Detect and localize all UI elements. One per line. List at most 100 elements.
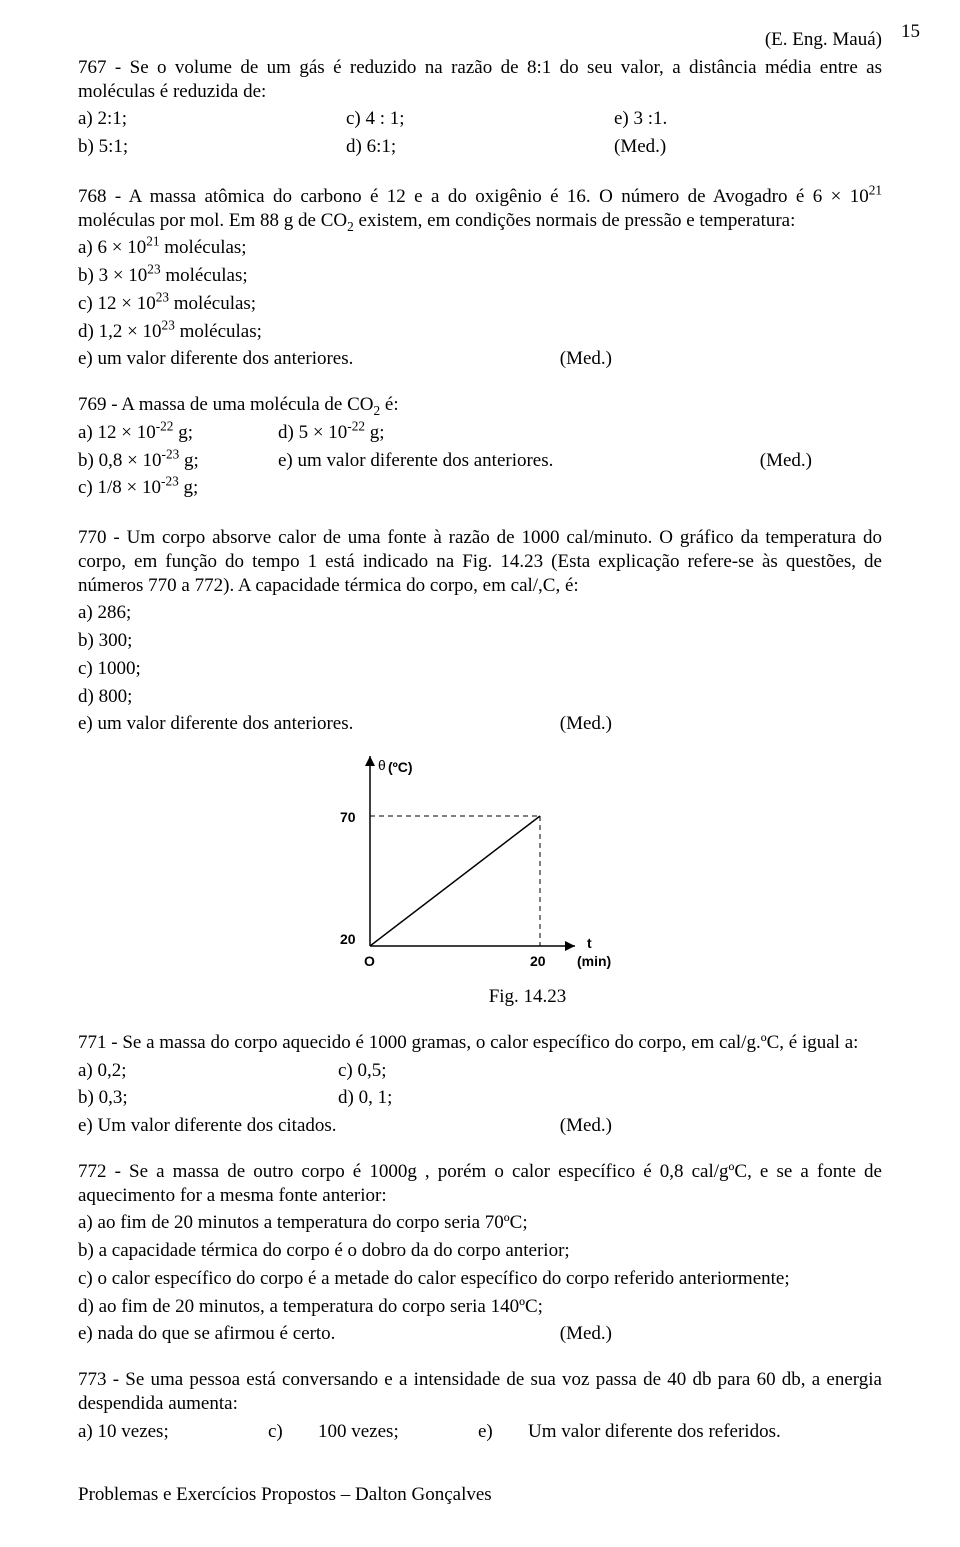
q773-e2: Um valor diferente dos referidos. [528,1421,781,1442]
t: g; [365,422,385,443]
q768-stem: 768 - A massa atômica do carbono é 12 e … [78,185,882,233]
q767-stem: 767 - Se o volume de um gás é reduzido n… [78,56,882,104]
q773-e: e) [478,1421,493,1442]
t: mol. Em 88 g de CO [190,210,347,231]
svg-text:20: 20 [340,931,356,947]
q772-e: e) nada do que se afirmou é certo. [78,1322,335,1346]
q771-stem: 771 - Se a massa do corpo aquecido é 100… [78,1031,882,1055]
t: moléculas; [161,265,248,286]
q772-c: c) o calor específico do corpo é a metad… [78,1267,882,1291]
t: existem, em condições normais de pressão… [354,210,796,231]
q770: 770 - Um corpo absorve calor de uma font… [78,526,882,1009]
q769: 769 - A massa de uma molécula de CO2 é: … [78,393,882,504]
q770-d: d) 800; [78,685,882,709]
exp: -22 [156,418,174,433]
q767-b: b) 5:1; [78,135,346,159]
q771-c: c) 0,5; [338,1059,882,1083]
svg-text:t: t [587,935,592,951]
q767-e: e) 3 :1. [614,107,882,131]
exp: 23 [162,317,175,332]
q768-e: e) um valor diferente dos anteriores. [78,347,353,371]
header-right: (E. Eng. Mauá) [78,28,882,52]
q773-c: c) [268,1421,283,1442]
t: c) 1/8 × 10 [78,477,161,498]
q768-a: a) 6 × 1021 moléculas; [78,236,882,260]
q771-e: e) Um valor diferente dos citados. [78,1114,337,1138]
t: g; [173,422,193,443]
figure-caption: Fig. 14.23 [173,985,882,1009]
t: moléculas; [160,237,247,258]
t: a) 12 × 10 [78,422,156,443]
q771-b: b) 0,3; [78,1086,338,1110]
q770-b: b) 300; [78,629,882,653]
svg-text:θ: θ [378,757,386,773]
t: d) 1,2 × 10 [78,321,162,342]
t: g; [179,477,199,498]
q768-src: (Med.) [560,347,612,371]
q768-d: d) 1,2 × 1023 moléculas; [78,320,882,344]
q769-c: c) 1/8 × 10-23 g; [78,476,278,500]
q769-b: b) 0,8 × 10-23 g; [78,449,278,473]
q769-a: a) 12 × 10-22 g; [78,421,278,445]
q769-d: d) 5 × 10-22 g; [278,421,882,445]
exp: 23 [156,289,169,304]
exp: -22 [347,418,365,433]
q773-a: a) 10 vezes; [78,1421,169,1442]
svg-text:(ºC): (ºC) [388,759,413,775]
q773-c2: 100 vezes; [318,1421,399,1442]
exp: 21 [146,234,159,249]
t: d) 5 × 10 [278,422,347,443]
q770-stem: 770 - Um corpo absorve calor de uma font… [78,526,882,597]
q768-b: b) 3 × 1023 moléculas; [78,264,882,288]
q772-b: b) a capacidade térmica do corpo é o dob… [78,1239,882,1263]
q772-src: (Med.) [560,1322,612,1346]
q767-a: a) 2:1; [78,107,346,131]
exp: -23 [162,446,180,461]
q770-src: (Med.) [560,712,612,736]
exp: -23 [161,474,179,489]
q773: 773 - Se uma pessoa está conversando e a… [78,1368,882,1443]
t: b) 0,8 × 10 [78,450,162,471]
q772: 772 - Se a massa de outro corpo é 1000g … [78,1160,882,1346]
t: moléculas por [78,210,185,231]
t: 768 - A massa atômica do carbono é 12 e … [78,186,869,207]
exp: 23 [147,262,160,277]
q769-e: e) um valor diferente dos anteriores. [278,449,553,473]
q768: 768 - A massa atômica do carbono é 12 e … [78,185,882,371]
q770-c: c) 1000; [78,657,882,681]
t: g; [179,450,199,471]
q767: 767 - Se o volume de um gás é reduzido n… [78,56,882,163]
t: moléculas; [169,293,256,314]
t: moléculas; [175,321,262,342]
sub: 2 [347,218,354,233]
q772-stem: 772 - Se a massa de outro corpo é 1000g … [78,1160,882,1208]
q771-src: (Med.) [560,1114,612,1138]
svg-text:70: 70 [340,809,356,825]
svg-text:(min): (min) [577,953,611,969]
q768-c: c) 12 × 1023 moléculas; [78,292,882,316]
t: é: [380,394,398,415]
svg-text:O: O [364,953,375,969]
q767-c: c) 4 : 1; [346,107,614,131]
q773-stem: 773 - Se uma pessoa está conversando e a… [78,1368,882,1416]
q772-d: d) ao fim de 20 minutos, a temperatura d… [78,1295,882,1319]
t: a) 6 × 10 [78,237,146,258]
q771-d: d) 0, 1; [338,1086,882,1110]
q769-src: (Med.) [760,449,812,473]
q772-a: a) ao fim de 20 minutos a temperatura do… [78,1211,882,1235]
t: b) 3 × 10 [78,265,147,286]
q767-d: d) 6:1; [346,135,614,159]
q771-a: a) 0,2; [78,1059,338,1083]
figure-14-23: θ(ºC) 70 20 O 20 t (min) [310,746,650,981]
page-number: 15 [901,20,920,44]
q769-stem: 769 - A massa de uma molécula de CO2 é: [78,393,882,417]
q770-a: a) 286; [78,601,882,625]
t: c) 12 × 10 [78,293,156,314]
q770-e: e) um valor diferente dos anteriores. [78,712,353,736]
footer: Problemas e Exercícios Propostos – Dalto… [78,1483,882,1507]
t: 769 - A massa de uma molécula de CO [78,394,374,415]
q771: 771 - Se a massa do corpo aquecido é 100… [78,1031,882,1138]
exp: 21 [869,182,882,197]
q767-src: (Med.) [614,135,882,159]
svg-text:20: 20 [530,953,546,969]
